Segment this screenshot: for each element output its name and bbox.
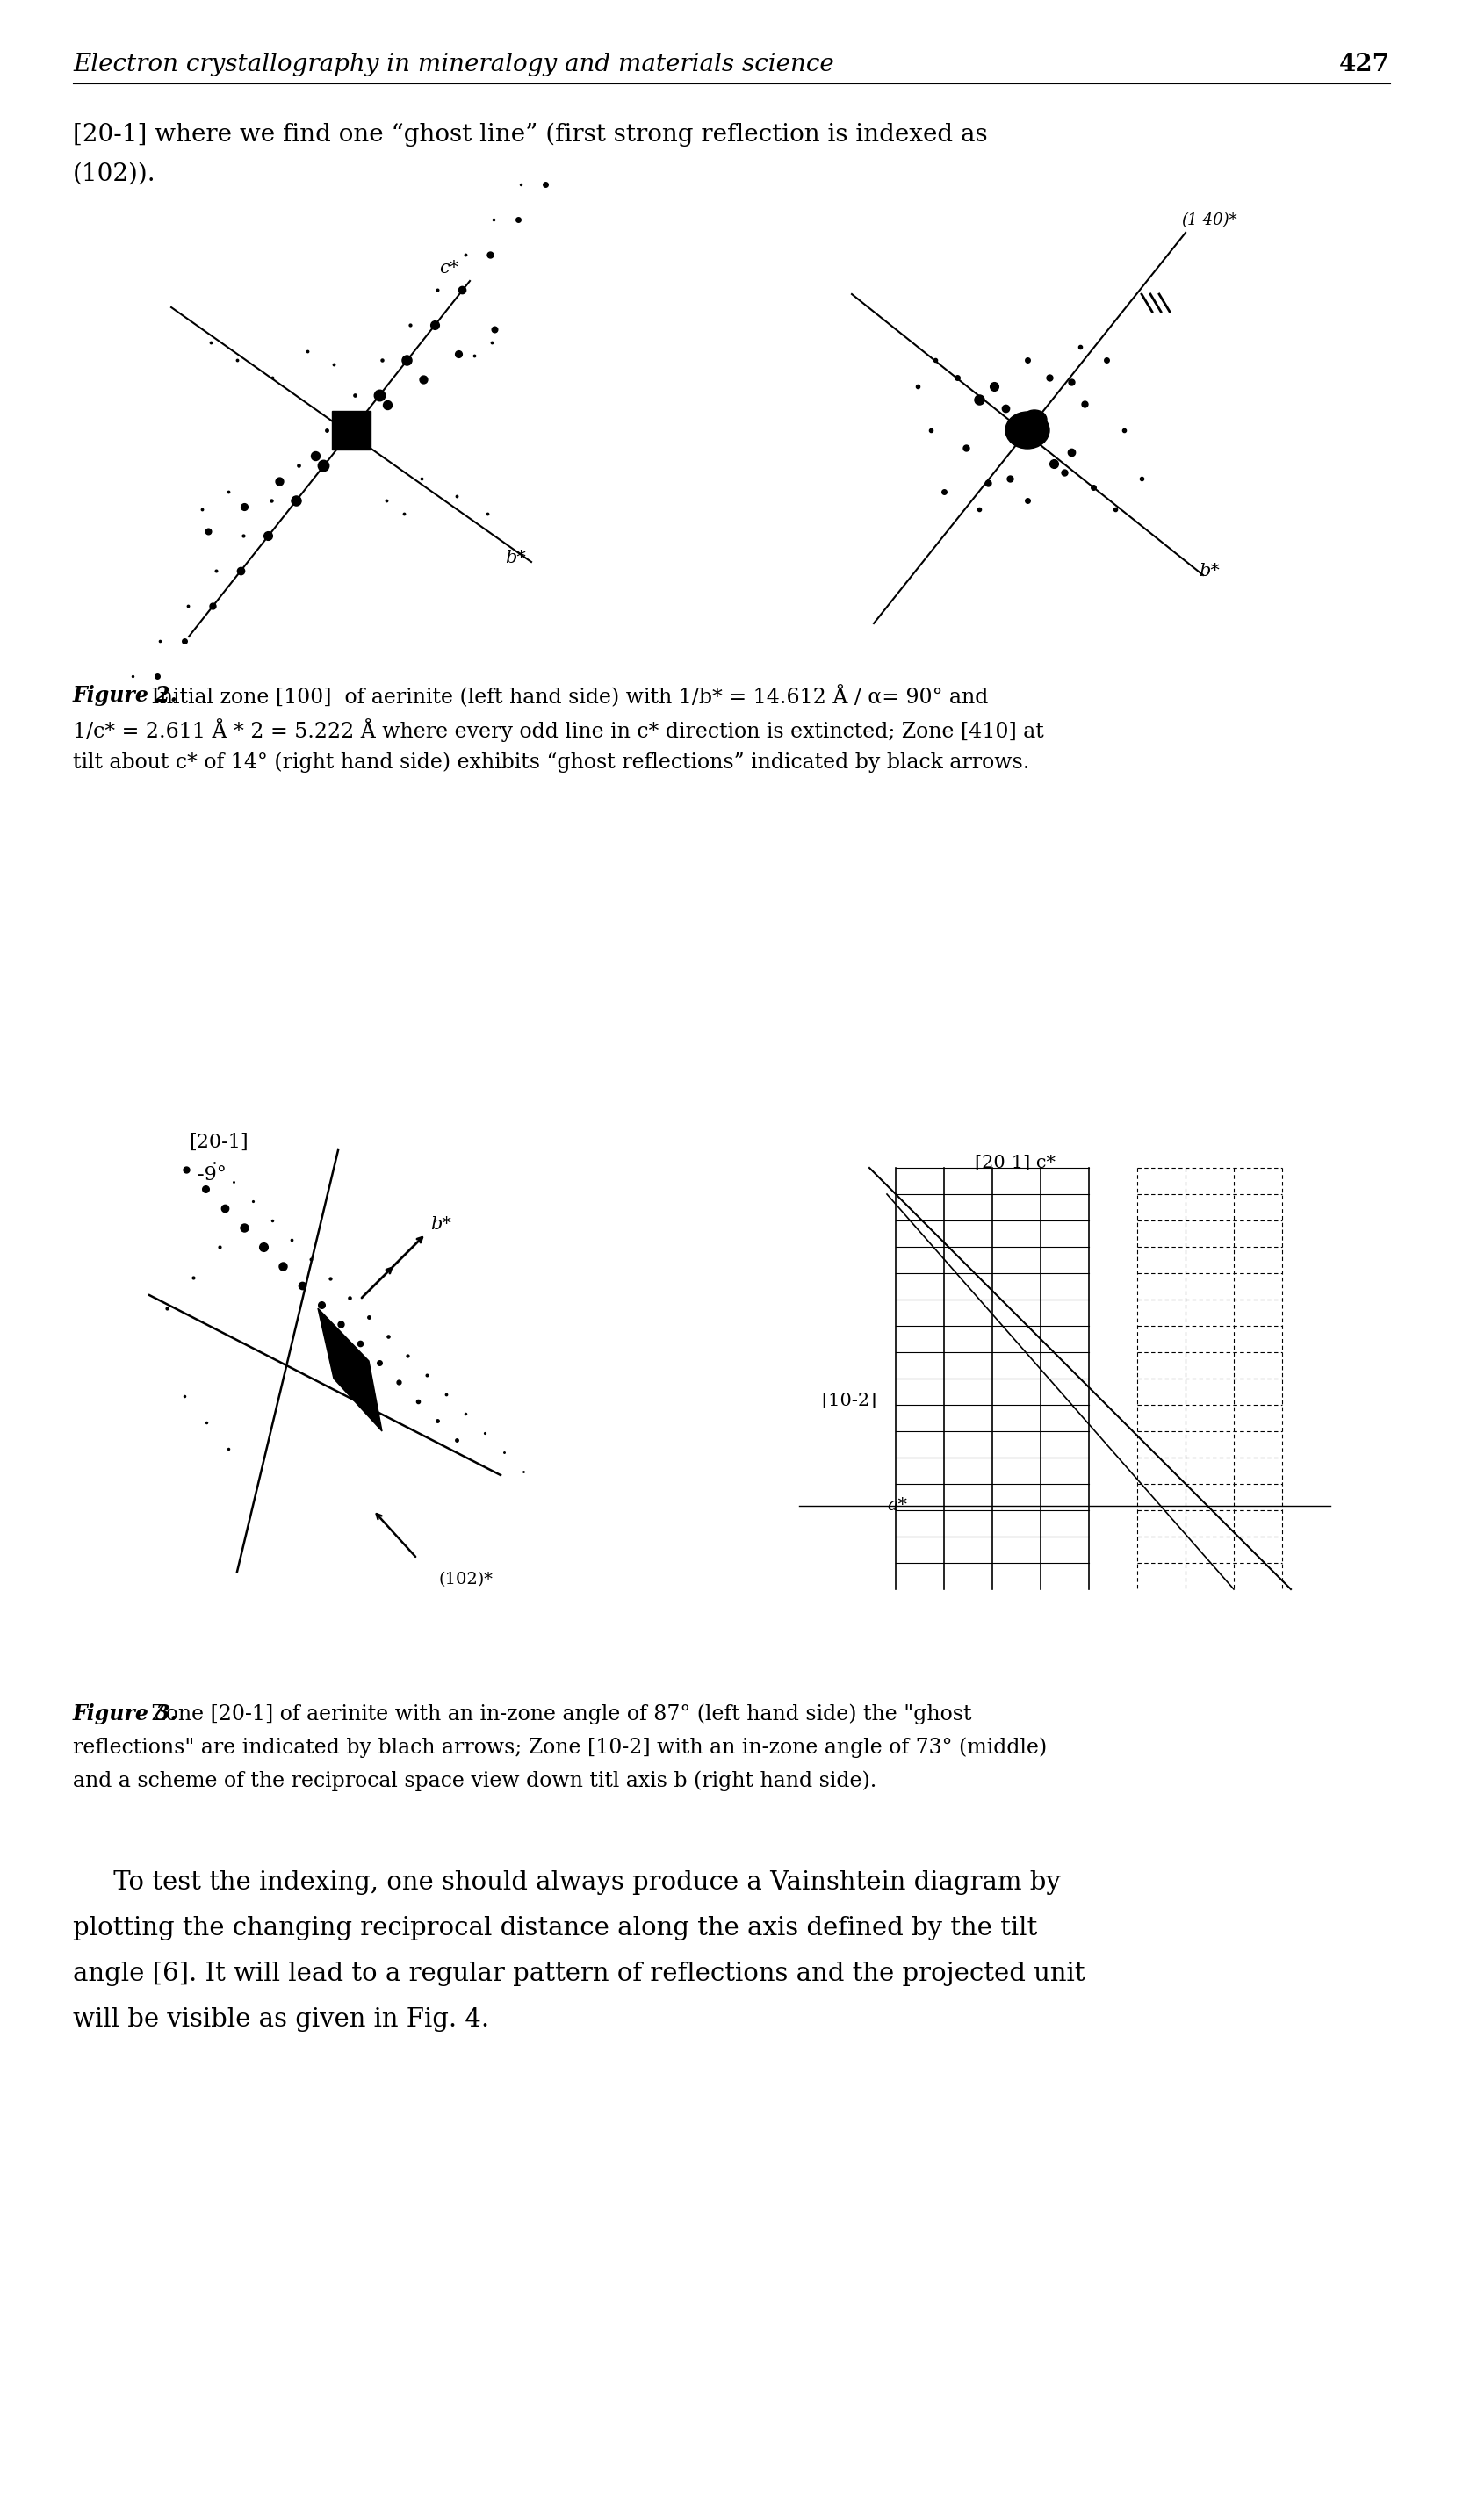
- Text: Electron crystallography in mineralogy and materials science: Electron crystallography in mineralogy a…: [73, 53, 834, 76]
- Text: To test the indexing, one should always produce a Vainshtein diagram by: To test the indexing, one should always …: [73, 1870, 1061, 1895]
- Text: reflections" are indicated by blach arrows; Zone [10-2] with an in-zone angle of: reflections" are indicated by blach arro…: [73, 1736, 1048, 1756]
- Text: will be visible as given in Fig. 4.: will be visible as given in Fig. 4.: [73, 2008, 489, 2031]
- Text: [20-1] where we find one “ghost line” (first strong reflection is indexed as: [20-1] where we find one “ghost line” (f…: [73, 123, 988, 146]
- FancyBboxPatch shape: [332, 411, 370, 449]
- Ellipse shape: [1005, 411, 1049, 449]
- Text: -9°: -9°: [198, 1164, 227, 1184]
- Text: plotting the changing reciprocal distance along the axis defined by the tilt: plotting the changing reciprocal distanc…: [73, 1915, 1037, 1940]
- Text: (102)).: (102)).: [73, 161, 157, 186]
- Text: c*: c*: [439, 260, 458, 277]
- Text: b*: b*: [1198, 562, 1220, 580]
- Text: 1/c* = 2.611 Å * 2 = 5.222 Å where every odd line in c* direction is extincted; : 1/c* = 2.611 Å * 2 = 5.222 Å where every…: [73, 718, 1045, 741]
- Ellipse shape: [1023, 411, 1046, 428]
- Text: [20-1] c*: [20-1] c*: [974, 1154, 1055, 1172]
- Text: Figure 3.: Figure 3.: [73, 1704, 178, 1724]
- Text: [10-2]: [10-2]: [821, 1391, 876, 1409]
- Text: 427: 427: [1339, 53, 1390, 76]
- Text: b*: b*: [505, 549, 525, 567]
- Text: Figure 2.: Figure 2.: [73, 685, 178, 706]
- Text: Initial zone [100]  of aerinite (left hand side) with 1/b* = 14.612 Å / α= 90° a: Initial zone [100] of aerinite (left han…: [145, 685, 988, 708]
- Text: [20-1]: [20-1]: [189, 1131, 249, 1152]
- Text: angle [6]. It will lead to a regular pattern of reflections and the projected un: angle [6]. It will lead to a regular pat…: [73, 1961, 1086, 1986]
- Text: (102)*: (102)*: [439, 1572, 493, 1588]
- Text: (1-40)*: (1-40)*: [1181, 212, 1238, 229]
- Text: Zone [20-1] of aerinite with an in-zone angle of 87° (left hand side) the "ghost: Zone [20-1] of aerinite with an in-zone …: [145, 1704, 971, 1724]
- Polygon shape: [317, 1308, 382, 1431]
- Text: tilt about c* of 14° (right hand side) exhibits “ghost reflections” indicated by: tilt about c* of 14° (right hand side) e…: [73, 751, 1030, 771]
- Text: and a scheme of the reciprocal space view down titl axis b (right hand side).: and a scheme of the reciprocal space vie…: [73, 1769, 876, 1792]
- Text: b*: b*: [430, 1217, 451, 1232]
- Text: a*: a*: [887, 1497, 907, 1515]
